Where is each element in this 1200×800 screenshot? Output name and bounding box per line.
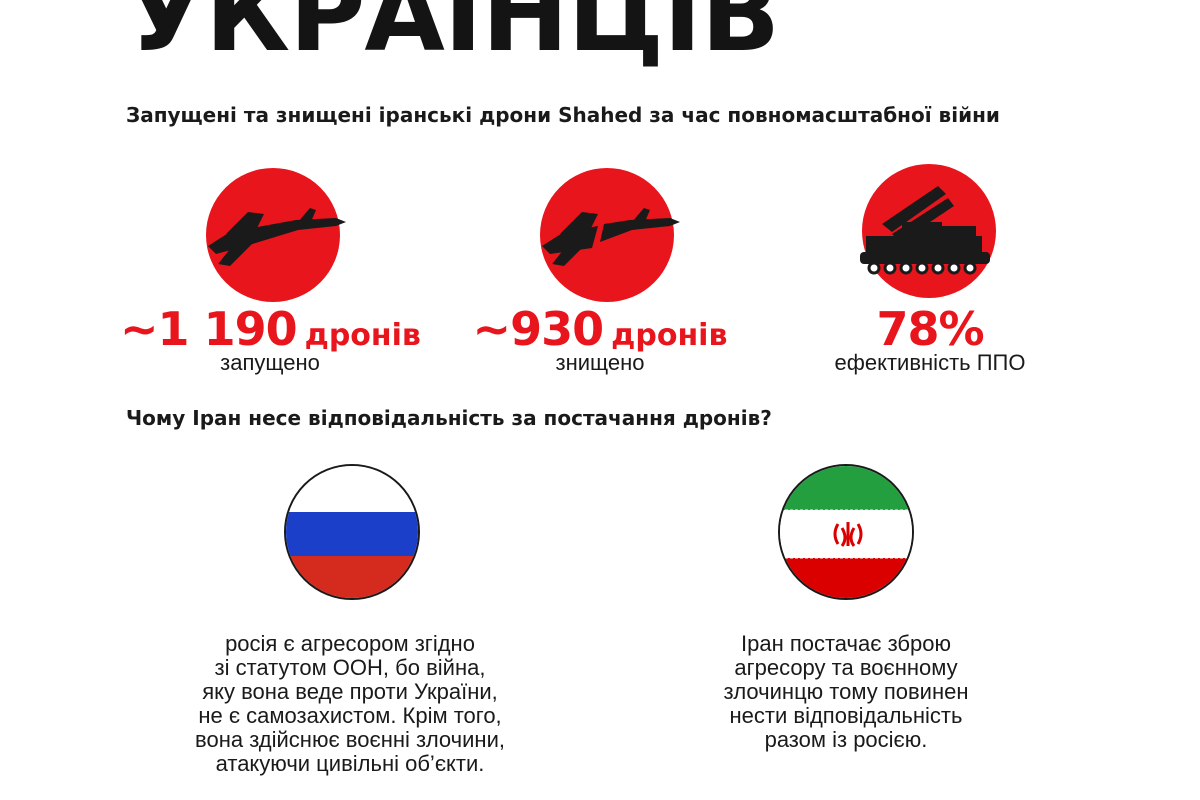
shahed-drone-icon — [206, 168, 346, 302]
stat-destroyed-value: ~930 дронів — [472, 302, 728, 356]
stat-destroyed-label: знищено — [555, 350, 645, 375]
iran-flag-icon — [778, 464, 914, 600]
question-heading: Чому Іран несе відповідальність за поста… — [126, 406, 772, 430]
stat-launched-label: запущено — [220, 350, 320, 375]
stat-launched-value: ~1 190 дронів — [120, 302, 421, 356]
text-line: нести відповідальність — [729, 703, 963, 728]
text-line: злочинцю тому повинен — [723, 679, 969, 704]
stat-efficiency-value: 78% — [876, 302, 984, 356]
iran-reason-text: Іран постачає зброю агресору та воєнному… — [646, 632, 1046, 752]
text-line: агресору та воєнному — [734, 655, 958, 680]
text-line: вона здійснює воєнні злочини, — [195, 727, 505, 752]
text-line: не є самозахистом. Крім того, — [198, 703, 502, 728]
text-line: росія є агресором згідно — [225, 631, 475, 656]
stat-efficiency-label: ефективність ППО — [834, 350, 1026, 375]
russia-flag-icon — [284, 464, 420, 600]
broken-drone-icon — [540, 168, 680, 302]
subtitle: Запущені та знищені іранські дрони Shahe… — [126, 103, 1000, 127]
text-line: атакуючи цивільні об’єкти. — [215, 751, 485, 776]
text-line: яку вона веде проти України, — [202, 679, 498, 704]
text-line: разом із росією. — [764, 727, 928, 752]
air-defense-launcher-icon — [860, 164, 996, 298]
headline: УКРАЇНЦІВ — [126, 0, 780, 75]
text-line: Іран постачає зброю — [740, 631, 952, 656]
russia-reason-text: росія є агресором згідно зі статутом ООН… — [150, 632, 550, 776]
text-line: зі статутом ООН, бо війна, — [214, 655, 486, 680]
